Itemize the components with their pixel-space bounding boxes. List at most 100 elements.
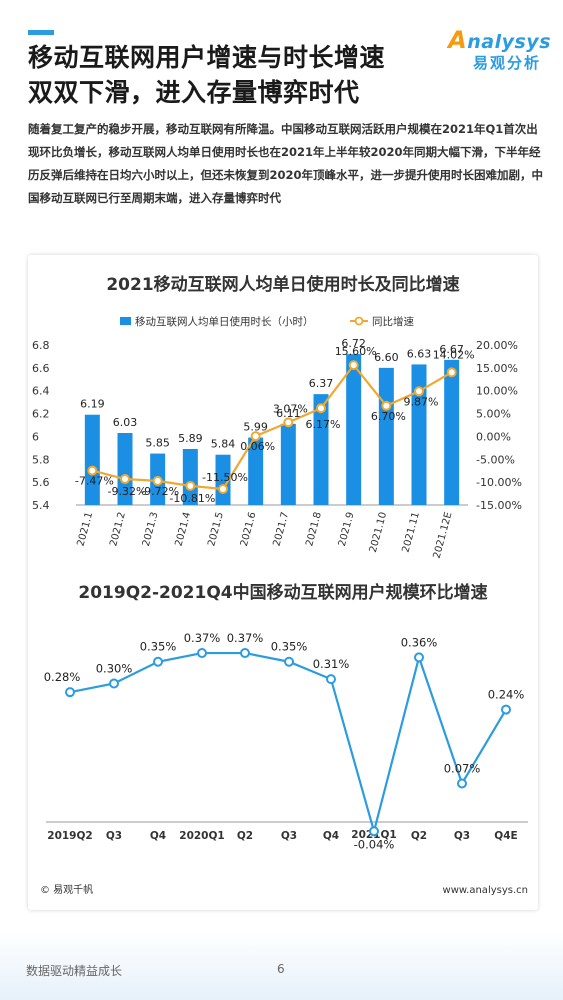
- bar-value-label: 6.19: [80, 398, 105, 411]
- user-growth-point: [501, 704, 511, 715]
- page-title-line2: 双双下滑，进入存量博弈时代: [28, 78, 360, 107]
- user-growth-point: [414, 652, 424, 663]
- chart1-bars: [84, 354, 460, 505]
- chart2-x-tick-label: Q3: [106, 830, 122, 842]
- growth-value-label: -9.32%: [108, 485, 147, 498]
- bar: [280, 423, 296, 505]
- growth-line: [92, 363, 453, 491]
- growth-point: [152, 475, 163, 486]
- chart2-x-tick-label: 2019Q2: [47, 830, 92, 842]
- chart2-title: 2019Q2-2021Q4中国移动互联网用户规模环比增速: [78, 582, 487, 603]
- bar-value-label: 6.11: [276, 407, 301, 420]
- chart2-line: [65, 648, 511, 837]
- growth-value-label: 15.60%: [335, 345, 377, 358]
- user-growth-label: 0.07%: [444, 761, 481, 775]
- growth-point: [218, 484, 228, 494]
- growth-value-label: 0.06%: [240, 440, 275, 453]
- user-growth-label: -0.04%: [354, 837, 395, 851]
- bar: [215, 454, 231, 505]
- page-title: 移动互联网用户增速与时长增速 双双下滑，进入存量博弈时代: [28, 40, 458, 110]
- y-axis-tick-label: 6.8: [32, 339, 50, 352]
- y2-axis-tick-label: -5.00%: [476, 453, 515, 466]
- chart1-data-labels: 6.19 6.03 5.85 5.89 5.84 5.99 6.11 6.37 6.72 6.60…: [75, 337, 475, 505]
- growth-point: [120, 474, 130, 485]
- y2-axis-tick-label: -10.00%: [476, 476, 522, 489]
- legend-line-label: 同比增速: [372, 315, 414, 328]
- bar: [346, 354, 362, 505]
- x-axis-tick-label: 2021.10: [368, 511, 389, 554]
- chart-card: 2021移动互联网人均单日使用时长及同比增速 移动互联网人均单日使用时长（小时）…: [28, 255, 538, 910]
- user-growth-line: [69, 651, 507, 836]
- bar-value-label: 5.85: [145, 437, 170, 450]
- user-growth-label: 0.24%: [488, 688, 525, 702]
- user-growth-label: 0.37%: [227, 631, 264, 645]
- growth-value-label: 14.02%: [433, 348, 475, 361]
- growth-point: [348, 360, 359, 371]
- legend-bar-label: 移动互联网人均单日使用时长（小时）: [135, 315, 314, 328]
- analysys-logo: Analysys 易观分析: [441, 26, 551, 76]
- bar-value-label: 5.84: [211, 438, 236, 451]
- user-growth-point: [109, 678, 119, 689]
- y-axis-tick-label: 5.8: [32, 453, 50, 466]
- user-growth-label: 0.36%: [401, 635, 438, 649]
- footer-slogan: 数据驱动精益成长: [26, 964, 123, 978]
- growth-point: [283, 417, 294, 428]
- y2-axis-tick-label: 0.00%: [476, 430, 511, 443]
- intro-paragraph: 随着复工复产的稳步开展，移动互联网有所降温。中国移动互联网活跃用户规模在2021…: [28, 122, 544, 205]
- x-axis-tick-label: 2021.5: [206, 511, 226, 548]
- user-growth-point: [65, 687, 75, 698]
- user-growth-label: 0.30%: [96, 661, 133, 675]
- bottom-decoration: [0, 930, 563, 1000]
- logo-english: Analysys: [448, 26, 551, 54]
- growth-point: [446, 367, 457, 378]
- legend-bar-swatch: [120, 317, 131, 325]
- title-accent-bar: [28, 30, 54, 35]
- y-axis-tick-label: 6.6: [32, 362, 50, 375]
- growth-point: [316, 403, 326, 414]
- bar: [248, 437, 264, 505]
- chart2-x-tick-label: Q2: [411, 830, 427, 842]
- x-axis-tick-label: 2021.8: [304, 511, 324, 548]
- bar-value-label: 5.89: [178, 432, 203, 445]
- x-axis-tick-label: 2021.3: [141, 511, 161, 548]
- bar: [117, 433, 133, 505]
- page-title-line1: 移动互联网用户增速与时长增速: [28, 43, 386, 72]
- y-axis-tick-label: 5.6: [32, 476, 50, 489]
- bar: [313, 394, 329, 505]
- y2-axis-tick-label: -15.00%: [476, 499, 522, 512]
- y2-axis-tick-label: 20.00%: [476, 339, 518, 352]
- user-growth-point: [153, 656, 163, 667]
- x-axis-tick-label: 2021.11: [401, 511, 422, 554]
- y2-axis-tick-label: 5.00%: [476, 408, 511, 421]
- chart1-growth-line: [87, 360, 457, 494]
- chart2-x-tick-label: Q3: [454, 830, 470, 842]
- chart2-x-tick-label: Q4E: [494, 830, 517, 842]
- chart2-x-tick-label: Q2: [237, 830, 253, 842]
- user-growth-point: [326, 674, 336, 685]
- bar: [84, 414, 100, 505]
- user-growth-point: [457, 778, 467, 789]
- bar-value-label: 6.67: [439, 343, 464, 356]
- y2-axis-tick-label: 15.00%: [476, 362, 518, 375]
- chart1-title: 2021移动互联网人均单日使用时长及同比增速: [106, 274, 459, 295]
- chart2-axes: 2019Q2Q3Q42020Q1Q2Q3Q42021Q1Q2Q3Q4E: [46, 821, 528, 842]
- page-number: 6: [277, 962, 285, 976]
- x-axis-tick-label: 2021.12E: [432, 511, 455, 560]
- growth-value-label: 6.17%: [306, 418, 341, 431]
- user-growth-point: [197, 648, 207, 659]
- y-axis-tick-label: 6: [32, 430, 39, 443]
- chart1-legend: 移动互联网人均单日使用时长（小时） 同比增速: [120, 315, 414, 328]
- chart2-data-labels: 0.28% 0.30% 0.35% 0.37% 0.37% 0.35% 0.31% -0.04…: [44, 631, 525, 851]
- growth-value-label: 9.87%: [404, 395, 439, 408]
- growth-value-label: -10.81%: [169, 492, 215, 505]
- growth-point: [381, 400, 392, 411]
- user-growth-point: [369, 826, 379, 837]
- bar-value-label: 5.99: [243, 421, 268, 434]
- y-axis-tick-label: 5.4: [32, 499, 50, 512]
- chart2-x-tick-label: Q4: [323, 830, 339, 842]
- growth-value-label: -9.72%: [140, 485, 179, 498]
- bar: [444, 359, 460, 505]
- user-growth-label: 0.31%: [313, 657, 350, 671]
- growth-point: [414, 386, 424, 397]
- y2-axis-tick-label: 10.00%: [476, 385, 518, 398]
